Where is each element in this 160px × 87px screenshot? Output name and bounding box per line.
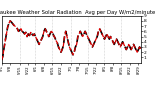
Title: Milwaukee Weather Solar Radiation  Avg per Day W/m2/minute: Milwaukee Weather Solar Radiation Avg pe… bbox=[0, 10, 155, 15]
